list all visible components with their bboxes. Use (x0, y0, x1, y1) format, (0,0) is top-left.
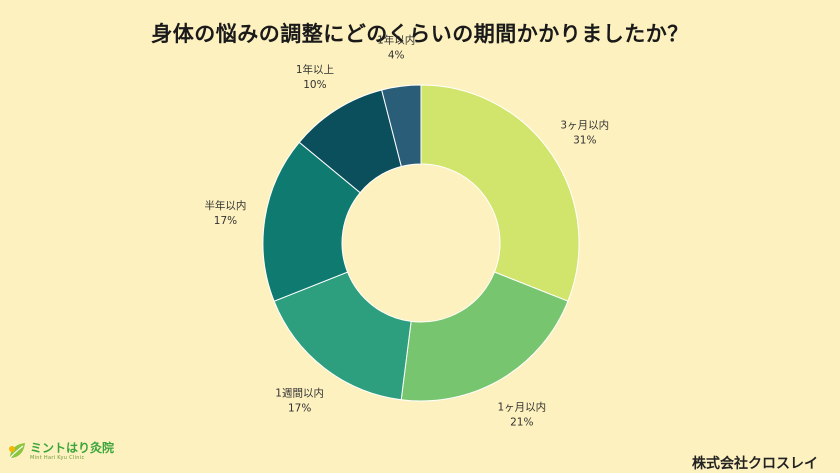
chart-title: 身体の悩みの調整にどのくらいの期間かかりましたか？ (151, 22, 689, 46)
slice-percent-label: 4% (388, 50, 405, 62)
donut-slice (420, 84, 580, 302)
slice-label: 1ヶ月以内 (497, 400, 546, 413)
slice-percent-label: 21% (510, 416, 533, 428)
donut-slice (262, 141, 361, 302)
footer-bar (0, 440, 840, 472)
donut-chart: 3ヶ月以内 31% 1ヶ月以内 21% 1週間以内 17% 半年以内 17% 1年以上 10% 1年… (204, 34, 609, 429)
slice-percent-label: 17% (214, 215, 237, 227)
clinic-logo: ミントはり灸院 Mint Hari Kyu Clinic (6, 440, 114, 462)
slice-label: 1年以上 (296, 63, 334, 76)
leaf-icon (6, 440, 28, 462)
slice-percent-label: 31% (573, 135, 596, 147)
slice-label: 1週間以内 (275, 386, 324, 399)
company-name: 株式会社クロスレイ (692, 456, 818, 472)
donut-slice (400, 271, 569, 402)
donut-slice (273, 271, 412, 401)
slice-label: 半年以内 (204, 199, 246, 212)
slice-percent-label: 10% (303, 79, 326, 91)
slice-label: 3ヶ月以内 (560, 119, 609, 132)
logo-subtitle: Mint Hari Kyu Clinic (30, 454, 85, 461)
logo-name: ミントはり灸院 (30, 440, 115, 455)
donut-slice (381, 84, 422, 168)
slice-percent-label: 17% (288, 402, 311, 414)
slice-label: 1年以内 (377, 34, 415, 47)
